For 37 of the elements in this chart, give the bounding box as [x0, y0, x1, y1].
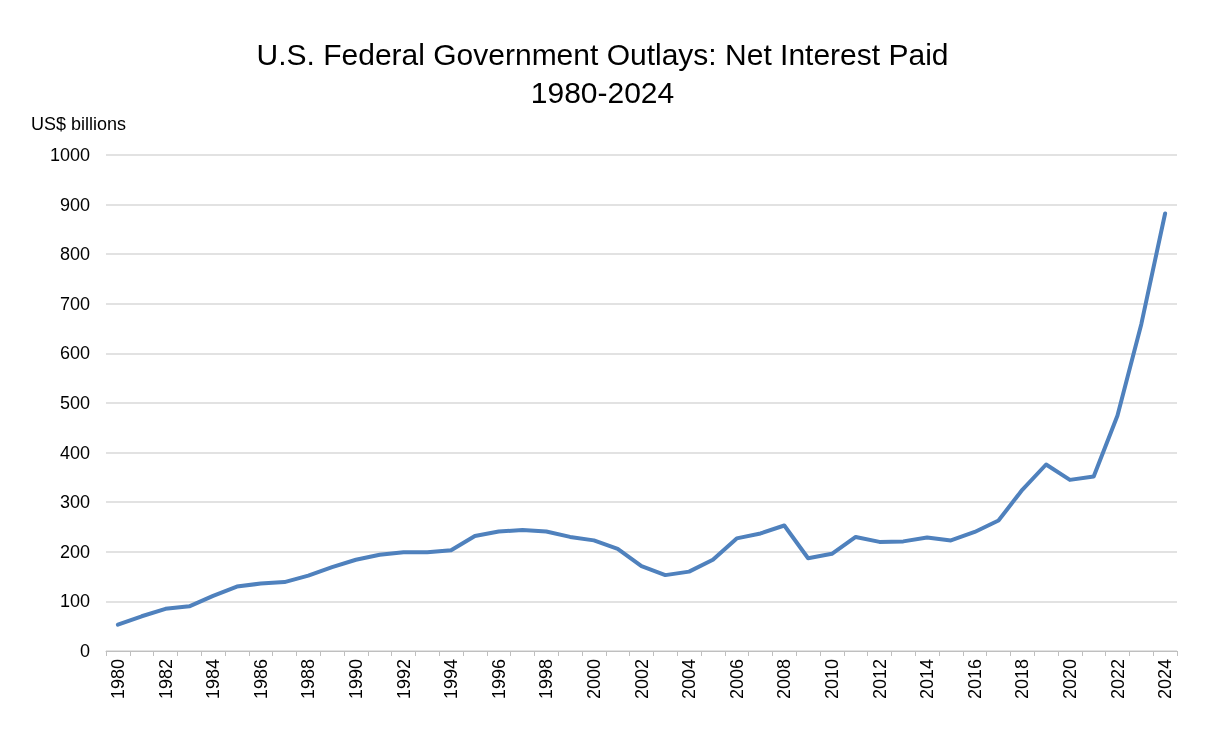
y-tick-label: 300: [59, 492, 90, 513]
y-tick-label: 500: [59, 393, 90, 413]
x-tick-label: 2004: [679, 659, 700, 700]
x-tick-label: 2008: [774, 659, 795, 700]
x-tick-label: 1980: [107, 659, 128, 700]
x-tick-label: 1992: [393, 659, 414, 700]
x-tick-label: 2012: [869, 659, 890, 700]
x-tick-label: 1982: [155, 659, 176, 700]
y-tick-label: 200: [59, 541, 90, 562]
x-tick-label: 1986: [250, 659, 271, 700]
x-tick-label: 2020: [1059, 659, 1080, 700]
chart-title: U.S. Federal Government Outlays: Net Interest Paid 1980-2024: [256, 37, 949, 109]
x-tick-label: 2018: [1012, 659, 1033, 700]
x-tick-label: 2000: [583, 659, 604, 700]
x-tick-label: 2016: [964, 659, 985, 700]
x-tick-label: 1990: [345, 659, 366, 700]
x-tick-label: 2002: [631, 659, 652, 700]
line-series: [115, 211, 1168, 627]
y-tick-label: 0: [79, 641, 90, 661]
x-tick-label: 2010: [821, 659, 842, 700]
x-tick-label: 1994: [441, 659, 462, 700]
y-tick-label: 100: [59, 591, 90, 612]
x-tick-label: 2006: [726, 659, 747, 700]
y-tick-label: 1000: [49, 145, 90, 165]
x-tick-label: 1998: [536, 659, 557, 700]
x-tick-label: 2022: [1107, 659, 1128, 700]
x-tick-label: 1988: [298, 659, 319, 700]
y-axis-title: US$ billions: [31, 114, 127, 134]
x-tick-label: 2024: [1155, 659, 1176, 700]
y-tick-label: 800: [59, 244, 90, 265]
x-tick-label: 1996: [488, 659, 509, 700]
x-tick-label: 2014: [917, 659, 938, 700]
y-tick-label: 400: [59, 442, 90, 463]
x-tick-label: 1984: [203, 659, 224, 700]
y-tick-label: 700: [59, 293, 90, 314]
y-tick-label: 900: [59, 194, 90, 215]
y-tick-label: 600: [59, 343, 90, 364]
